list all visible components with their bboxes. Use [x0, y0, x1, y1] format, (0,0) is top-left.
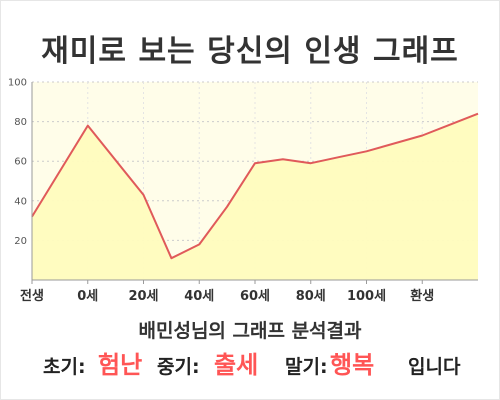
x-tick-label: 전생 [20, 288, 44, 304]
late-label: 말기: [285, 356, 328, 378]
result-subtitle: 배민성님의 그래프 분석결과 [138, 320, 362, 342]
ending-text: 입니다 [408, 356, 461, 378]
early-value: 험난 [98, 351, 143, 379]
y-tick-label: 20 [14, 236, 27, 247]
series-line [31, 112, 479, 260]
x-tick-label: 80세 [296, 289, 326, 304]
y-tick-label: 60 [14, 157, 27, 168]
x-tick-label: 100세 [347, 289, 386, 304]
page-title: 재미로 보는 당신의 인생 그래프 [41, 34, 459, 69]
late-value: 행복 [330, 351, 375, 379]
series-area [32, 113, 478, 280]
x-tick-label: 환생 [410, 288, 434, 304]
mid-label: 중기: [157, 356, 200, 378]
result-summary: 초기: 험난 중기: 출세 말기: 행복 입니다 [0, 346, 500, 382]
x-tick-label: 60세 [240, 289, 270, 304]
x-tick-label: 40세 [184, 289, 214, 304]
early-label: 초기: [43, 356, 86, 378]
y-tick-label: 100 [8, 78, 27, 89]
y-tick-label: 80 [14, 117, 27, 128]
y-tick-label: 40 [14, 196, 27, 207]
x-tick-label: 0세 [77, 289, 98, 304]
x-tick-label: 20세 [128, 289, 158, 304]
mid-value: 출세 [214, 351, 259, 379]
